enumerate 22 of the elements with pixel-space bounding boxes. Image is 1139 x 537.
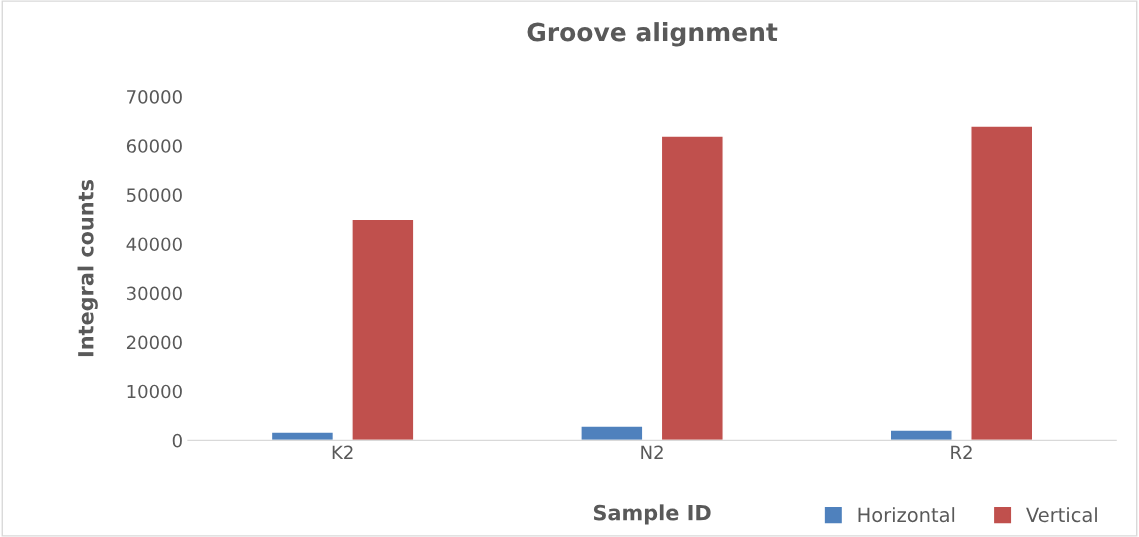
x-tick-label: N2 [641,445,663,459]
x-axis-title: Sample ID [593,504,711,525]
legend-label: Horizontal [858,507,955,523]
bar [970,125,1034,441]
x-tick-label: R2 [951,445,972,459]
y-tick-label: 0 [172,433,182,448]
y-tick-label: 70000 [127,90,182,104]
y-tick-label: 10000 [127,384,182,399]
y-tick-label: 60000 [126,139,182,153]
bar [660,135,724,441]
y-tick-label: 30000 [127,286,182,301]
y-tick-label: 20000 [126,335,182,350]
chart-title: Groove alignment [527,22,778,47]
y-tick-label: 40000 [126,237,182,252]
bar [889,429,953,441]
y-tick-label: 50000 [127,188,182,202]
legend-label: Vertical [1026,507,1097,523]
x-tick-label: K2 [332,445,353,459]
bar [351,218,415,441]
bar [580,425,644,441]
bar [270,431,335,441]
y-axis-title: Integral counts [77,179,98,357]
